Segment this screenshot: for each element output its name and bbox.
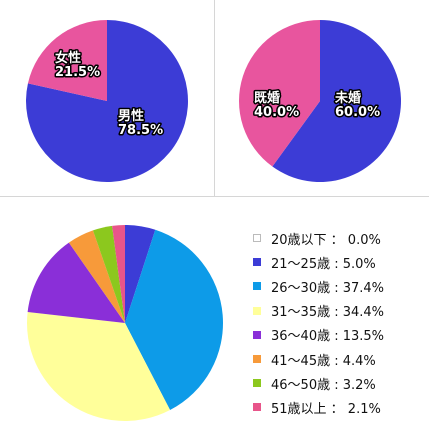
slice-label-男性: 男性 78.5%: [118, 108, 163, 138]
legend-item: 36～40歳 : 13.5%: [253, 323, 425, 347]
pie-slice-女性: [27, 20, 107, 101]
pie-chart-1: 男性 78.5% 女性 21.5%: [26, 20, 188, 183]
legend-item: 51歳以上 ： 2.1%: [253, 395, 425, 419]
legend-label: 31～35歳 : 34.4%: [271, 305, 385, 321]
slice-label-既婚: 既婚 40.0%: [254, 90, 299, 120]
legend-swatch: [253, 306, 261, 315]
pie-slice-未婚: [272, 20, 402, 182]
legend-swatch: [253, 355, 261, 364]
legend-label: 46～50歳 : 3.2%: [271, 377, 376, 393]
legend-item: 21～25歳 : 5.0%: [253, 250, 425, 274]
legend-label: 26～30歳 : 37.4%: [271, 280, 385, 296]
pie-chart-2: 未婚 60.0% 既婚 40.0%: [239, 20, 402, 182]
slice-label-女性: 女性 21.5%: [55, 50, 100, 80]
divider-horizontal: [0, 196, 429, 197]
legend-label: 36～40歳 : 13.5%: [271, 329, 385, 345]
legend-label: 41～45歳 : 4.4%: [271, 353, 376, 369]
pie-slice-男性: [26, 20, 188, 183]
pie-slice-21〜25歳: [125, 225, 156, 323]
legend-item: 26～30歳 : 37.4%: [253, 274, 425, 298]
slice-label-未婚: 未婚 60.0%: [334, 90, 380, 120]
legend-swatch: [253, 403, 261, 412]
pie-slice-41〜45歳: [68, 230, 125, 323]
age-legend: 20歳以下 ： 0.0% 21～25歳 : 5.0% 26～30歳 : 37.4% 3…: [253, 226, 425, 420]
legend-item: 20歳以下 ： 0.0%: [253, 226, 425, 250]
legend-swatch: [253, 330, 261, 339]
divider-vertical: [214, 0, 215, 196]
legend-item: 41～45歳 : 4.4%: [253, 347, 425, 371]
legend-label: 21～25歳 : 5.0%: [271, 256, 376, 272]
pie-slice-46〜50歳: [92, 225, 125, 323]
legend-label: 20歳以下 ： 0.0%: [271, 232, 381, 248]
legend-swatch: [253, 258, 261, 267]
pie-slice-36〜40歳: [27, 242, 125, 323]
legend-item: 31～35歳 : 34.4%: [253, 299, 425, 323]
pie-slice-51歳以上: [112, 225, 125, 323]
legend-swatch: [253, 234, 261, 243]
pie-chart-3: [26, 225, 224, 421]
pie-slice-26〜30歳: [125, 229, 224, 411]
pie-slice-既婚: [239, 20, 320, 167]
legend-label: 51歳以上 ： 2.1%: [271, 401, 381, 417]
legend-swatch: [253, 379, 261, 388]
pie-slice-31〜35歳: [26, 311, 171, 421]
legend-item: 46～50歳 : 3.2%: [253, 371, 425, 395]
legend-swatch: [253, 282, 261, 291]
